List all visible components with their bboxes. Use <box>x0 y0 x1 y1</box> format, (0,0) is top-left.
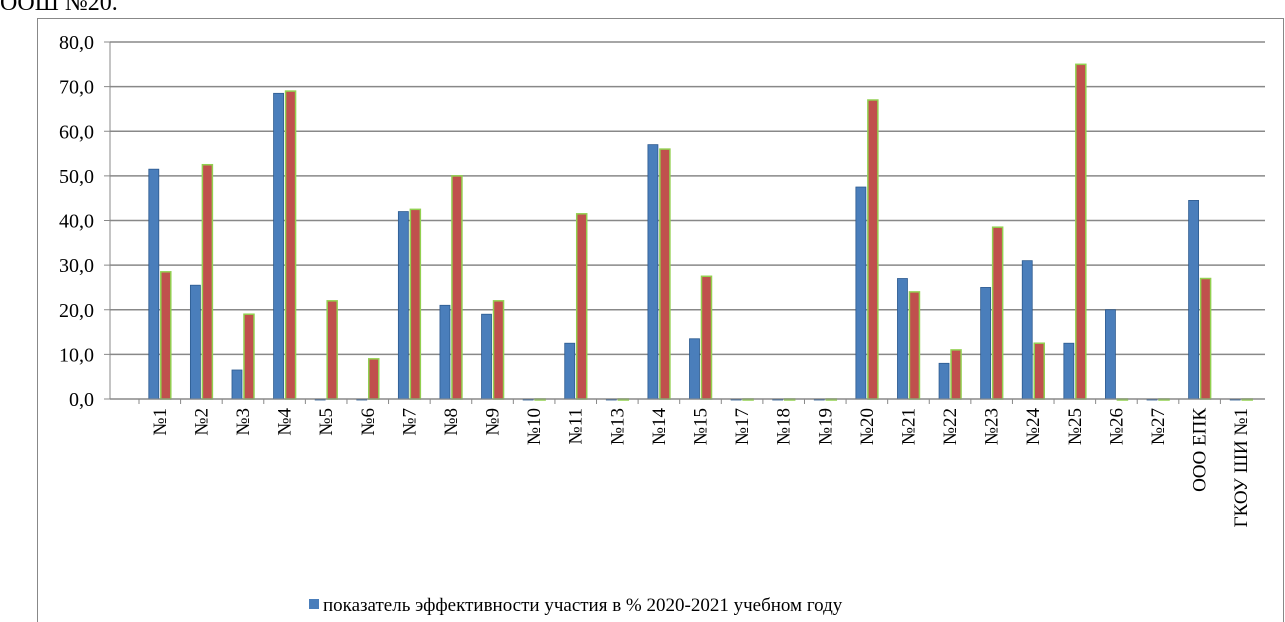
bar <box>950 349 962 400</box>
x-tick-label: №27 <box>1148 408 1169 445</box>
bar <box>647 144 659 400</box>
x-tick-label: №20 <box>857 408 878 445</box>
x-tick-label: №1 <box>150 408 171 436</box>
page-title: ООШ №20. <box>0 0 118 16</box>
legend-swatch <box>309 599 319 609</box>
x-tick-label: №25 <box>1065 408 1086 445</box>
bar <box>564 342 576 400</box>
bar <box>659 148 671 400</box>
y-tick-label: 70,0 <box>59 77 94 99</box>
x-tick-label: №22 <box>940 408 961 445</box>
x-tick-label: №15 <box>691 408 712 445</box>
bar <box>855 186 867 400</box>
bar <box>409 208 422 400</box>
bar <box>492 300 505 400</box>
bar <box>897 278 908 400</box>
y-tick-label: 50,0 <box>59 166 94 188</box>
bar <box>326 300 338 400</box>
bar <box>575 213 588 400</box>
legend-label: показатель эффективности участия в % 202… <box>323 595 843 616</box>
x-tick-label: №23 <box>982 408 1003 445</box>
bar <box>243 313 255 400</box>
bar <box>1199 277 1212 400</box>
x-tick-label: ГКОУ ШИ №1 <box>1231 408 1252 527</box>
y-tick-label: 10,0 <box>59 344 94 366</box>
y-tick-label: 20,0 <box>59 300 94 322</box>
x-tick-label: №3 <box>233 408 254 436</box>
bar <box>1063 342 1075 400</box>
bar <box>189 284 201 400</box>
bar <box>1033 342 1045 400</box>
x-tick-label: №4 <box>275 408 296 436</box>
bar <box>231 369 243 400</box>
bar <box>867 99 879 400</box>
x-tick-label: №6 <box>358 408 379 436</box>
bar <box>938 362 950 400</box>
bar <box>284 90 297 400</box>
x-tick-label: №21 <box>898 408 919 445</box>
x-tick-label: №18 <box>774 408 795 445</box>
x-tick-label: №5 <box>316 408 337 436</box>
x-tick-label: №19 <box>815 408 836 445</box>
x-tick-label: №14 <box>649 408 670 446</box>
y-tick-label: 60,0 <box>59 121 94 143</box>
y-tick-label: 0,0 <box>69 389 94 411</box>
bar <box>1021 260 1033 400</box>
x-tick-label: №11 <box>566 408 587 444</box>
bar <box>908 291 921 400</box>
bar <box>397 211 409 400</box>
bar <box>481 313 492 400</box>
bar <box>439 304 451 400</box>
bar <box>201 163 214 400</box>
bar <box>991 226 1004 400</box>
bar <box>1188 200 1200 400</box>
x-tick-label: №13 <box>607 408 628 445</box>
x-tick-label: №10 <box>524 408 545 445</box>
bar <box>689 338 700 400</box>
bar <box>148 168 160 400</box>
bar <box>980 287 992 400</box>
x-tick-label: №2 <box>191 408 212 436</box>
y-tick-label: 40,0 <box>59 211 94 233</box>
x-tick-label: ООО ЕПК <box>1190 408 1211 492</box>
bar <box>1075 63 1087 400</box>
y-tick-label: 80,0 <box>59 32 94 54</box>
y-tick-label: 30,0 <box>59 255 94 277</box>
x-tick-label: №9 <box>483 408 504 436</box>
x-tick-label: №26 <box>1106 408 1127 445</box>
bar <box>700 275 713 400</box>
x-tick-label: №7 <box>399 408 420 436</box>
bar <box>160 271 172 400</box>
x-tick-label: №17 <box>732 408 753 445</box>
x-tick-label: №24 <box>1023 408 1044 446</box>
bar <box>368 358 380 400</box>
bar <box>451 175 463 400</box>
x-tick-label: №8 <box>441 408 462 436</box>
bar <box>1105 309 1116 400</box>
bar <box>273 92 284 400</box>
